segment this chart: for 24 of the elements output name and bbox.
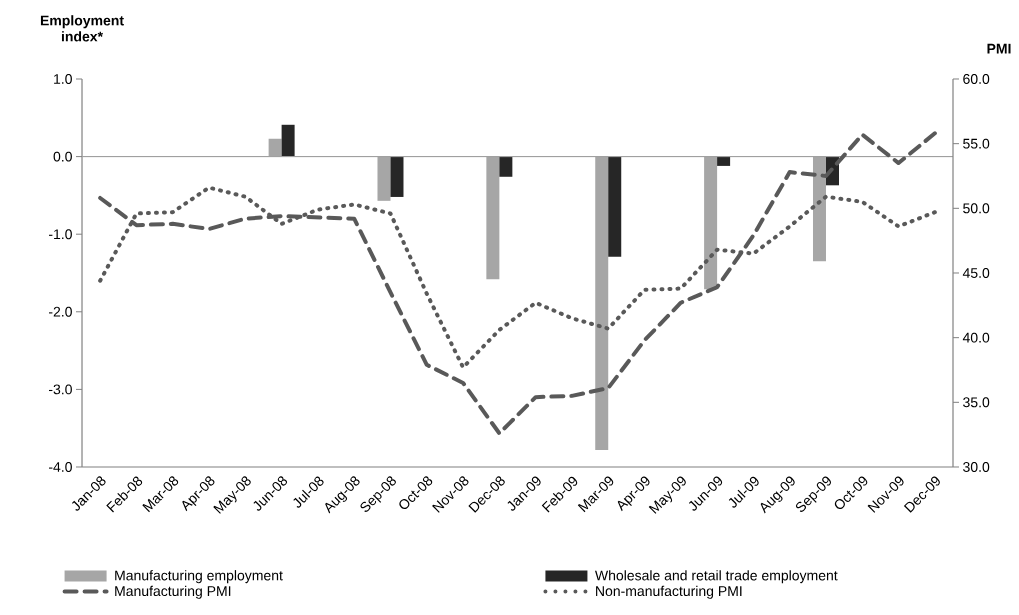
y-tick-label: -4.0 xyxy=(48,462,72,472)
bar xyxy=(390,156,404,197)
y2-tick-label: 35.0 xyxy=(963,397,990,408)
legend-label: Manufacturing employment xyxy=(115,570,283,584)
y-tick-label: 1.0 xyxy=(54,74,72,84)
y-tick-label: 0.0 xyxy=(53,151,72,162)
y2-tick-label: 50.0 xyxy=(963,203,990,214)
y2-axis-title: PMI xyxy=(987,43,1011,54)
y2-tick-label: 30.0 xyxy=(963,462,990,472)
bar xyxy=(608,156,622,257)
legend-label: Wholesale and retail trade employment xyxy=(595,570,838,584)
y-tick-label: -2.0 xyxy=(48,306,72,317)
legend-label: Manufacturing PMI xyxy=(115,585,231,599)
bar xyxy=(717,156,731,166)
bar xyxy=(281,124,295,157)
bar xyxy=(499,156,513,177)
legend-label: Non-manufacturing PMI xyxy=(596,585,742,599)
y-tick-label: -3.0 xyxy=(48,384,72,395)
y2-tick-label: 55.0 xyxy=(963,138,990,149)
y2-tick-label: 45.0 xyxy=(962,268,990,278)
y2-tick-label: 60.0 xyxy=(963,74,990,84)
y-axis-title: Employment index* xyxy=(40,15,124,42)
y-tick-label: -1.0 xyxy=(48,229,72,240)
y2-tick-label: 40.0 xyxy=(962,332,990,343)
